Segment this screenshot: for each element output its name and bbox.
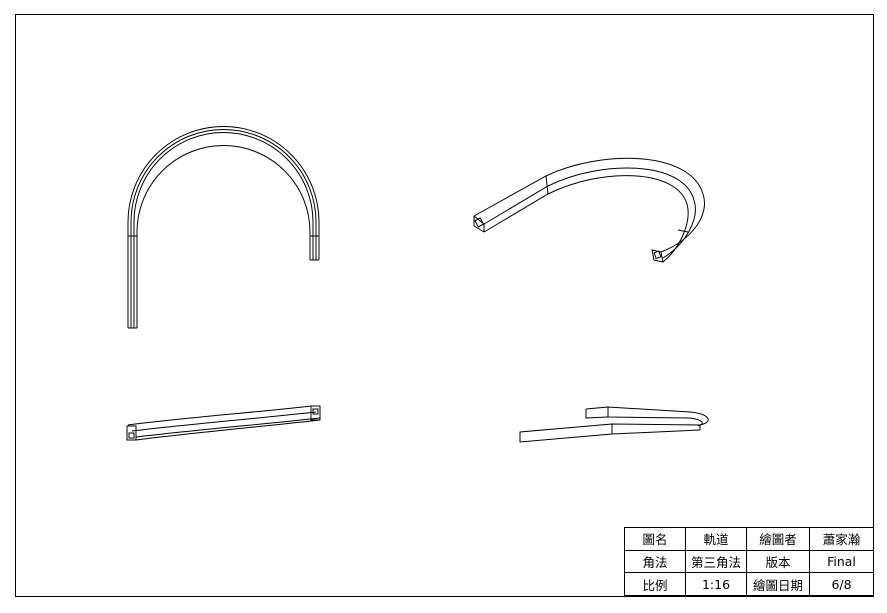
isometric-view [473,157,705,263]
drafter-value: 蕭家瀚 [809,527,874,551]
drafter-label: 繪圖者 [746,527,810,551]
side-view [519,406,709,443]
title-block-row: 角法 第三角法 版本 Final [624,549,874,574]
title-block-row: 圖名 軌道 繪圖者 蕭家瀚 [624,527,874,551]
version-label: 版本 [746,549,810,574]
sheet-border [15,14,874,597]
front-view [127,126,320,329]
scale-label: 比例 [624,572,686,596]
drawing-name-label: 圖名 [624,527,686,551]
date-value: 6/8 [809,572,874,596]
version-value: Final [809,549,874,574]
top-view [126,405,321,441]
scale-value: 1:16 [685,572,747,596]
title-block-row: 比例 1:16 繪圖日期 6/8 [624,572,874,596]
projection-value: 第三角法 [685,549,747,574]
title-block: 圖名 軌道 繪圖者 蕭家瀚 角法 第三角法 版本 Final 比例 1:16 繪… [624,527,874,596]
projection-label: 角法 [624,549,686,574]
drawing-name-value: 軌道 [685,527,747,551]
date-label: 繪圖日期 [746,572,810,596]
